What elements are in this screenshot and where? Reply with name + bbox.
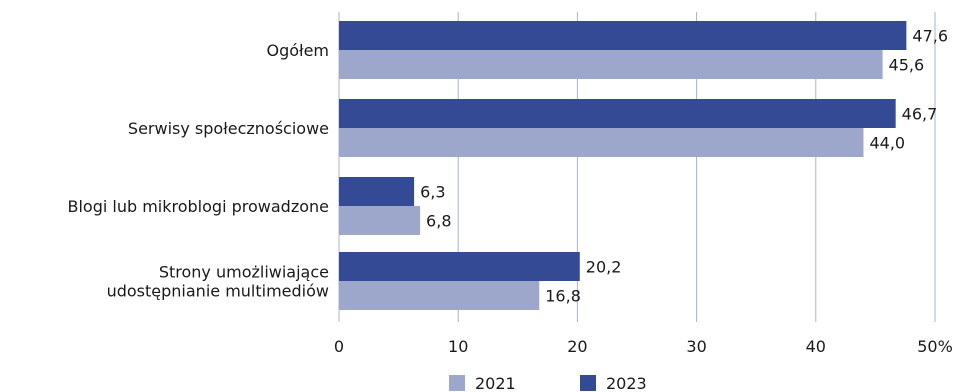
data-label: 46,7 (902, 105, 938, 124)
data-label: 6,8 (426, 212, 451, 231)
bar-2023 (339, 252, 580, 281)
bar-2023 (339, 21, 907, 50)
category-label: Serwisy społecznościowe (128, 119, 329, 138)
data-label: 45,6 (889, 56, 925, 75)
bar-2021 (339, 281, 540, 310)
data-label: 20,2 (586, 258, 622, 277)
x-tick-labels: 0 10 20 30 40 50% (334, 337, 953, 356)
category-labels: Ogółem Serwisy społecznościowe Blogi lub m… (67, 41, 329, 301)
legend: 2021 2023 (449, 374, 647, 392)
bar-2023 (339, 99, 896, 128)
data-label: 47,6 (912, 27, 948, 46)
bar-2021 (339, 128, 864, 157)
x-tick-label: 0 (334, 337, 344, 356)
legend-label: 2023 (606, 374, 647, 392)
bar-2021 (339, 50, 883, 79)
x-tick-label: 20 (567, 337, 587, 356)
data-label: 44,0 (869, 134, 905, 153)
category-label: udostępnianie multimediów (107, 282, 329, 301)
x-tick-label: 50% (917, 337, 953, 356)
x-tick-label: 30 (686, 337, 706, 356)
legend-swatch-2023 (580, 375, 596, 391)
category-label: Strony umożliwiające (159, 263, 329, 282)
legend-swatch-2021 (449, 375, 465, 391)
category-label: Ogółem (266, 41, 329, 60)
bar-2021 (339, 206, 421, 235)
data-label: 16,8 (545, 287, 581, 306)
category-label: Blogi lub mikroblogi prowadzone (67, 197, 329, 216)
legend-label: 2021 (475, 374, 516, 392)
data-label: 6,3 (420, 183, 445, 202)
x-tick-label: 40 (806, 337, 826, 356)
x-tick-label: 10 (448, 337, 468, 356)
bars: 47,6 45,6 46,7 44,0 6,3 6,8 20,2 16,8 (339, 21, 948, 310)
bar-2023 (339, 177, 415, 206)
